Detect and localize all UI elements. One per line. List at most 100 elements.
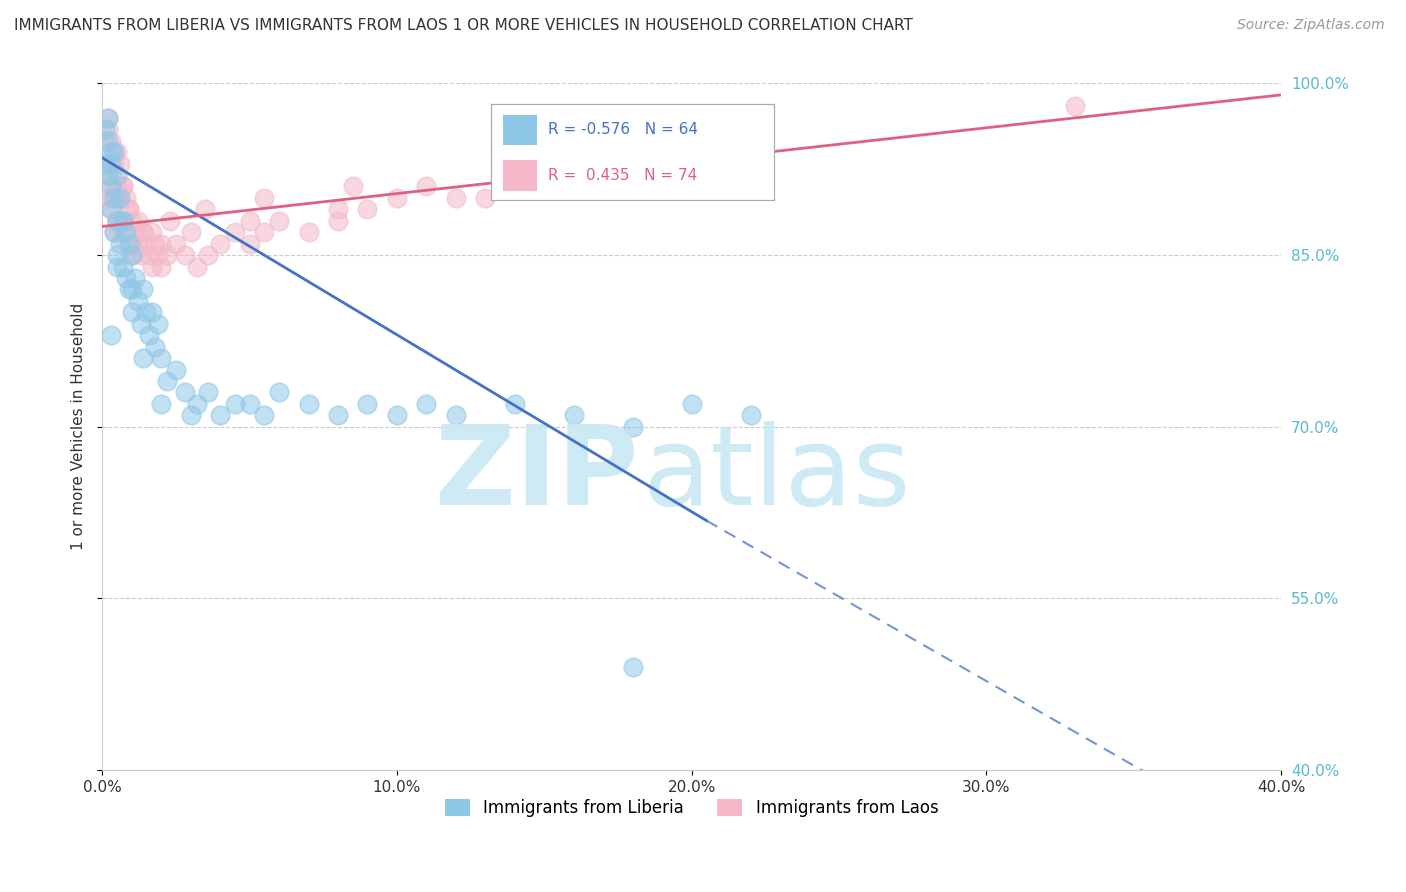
Point (156, 248, 179, 262)
Y-axis label: 1 or more Vehicles in Household: 1 or more Vehicles in Household (72, 303, 86, 550)
Point (138, 328, 160, 343)
Point (124, 225, 146, 239)
Point (165, 362, 187, 376)
Point (100, 145, 122, 160)
Point (132, 225, 155, 239)
Point (356, 202, 378, 217)
Point (108, 191, 131, 205)
Point (97, 111, 120, 125)
Point (385, 409, 408, 423)
Point (103, 145, 125, 160)
Point (114, 191, 136, 205)
Text: ZIP: ZIP (436, 421, 638, 528)
Point (121, 213, 143, 227)
Point (111, 213, 134, 227)
Point (186, 397, 208, 411)
Point (127, 236, 149, 251)
Point (118, 282, 141, 296)
Point (562, 409, 585, 423)
Point (385, 191, 408, 205)
Point (253, 225, 276, 239)
Point (297, 397, 319, 411)
Point (267, 213, 290, 227)
Point (105, 260, 128, 274)
Point (124, 271, 146, 285)
Point (97, 168, 120, 182)
Point (94, 122, 117, 136)
Point (103, 156, 125, 170)
Point (503, 397, 526, 411)
Point (132, 225, 155, 239)
Point (621, 660, 644, 674)
Point (105, 213, 128, 227)
Point (103, 191, 125, 205)
Point (326, 213, 349, 227)
Point (224, 225, 246, 239)
Point (97, 191, 120, 205)
Point (114, 225, 136, 239)
Point (97, 111, 120, 125)
Point (97, 156, 120, 170)
Point (180, 409, 202, 423)
Point (100, 202, 122, 217)
Point (111, 179, 134, 194)
Point (197, 385, 219, 400)
Point (118, 202, 141, 217)
Point (121, 248, 143, 262)
Point (100, 134, 122, 148)
Point (326, 202, 349, 217)
Point (267, 385, 290, 400)
Point (159, 213, 181, 227)
Point (127, 293, 149, 308)
Point (141, 305, 163, 319)
Point (105, 168, 128, 182)
Point (253, 409, 276, 423)
Point (135, 305, 157, 319)
Point (143, 236, 166, 251)
Point (141, 260, 163, 274)
Point (165, 236, 187, 251)
Point (141, 225, 163, 239)
Point (127, 213, 149, 227)
Point (173, 385, 195, 400)
Point (621, 419, 644, 434)
Point (111, 213, 134, 227)
Point (114, 225, 136, 239)
Point (100, 179, 122, 194)
Point (562, 179, 585, 194)
Point (740, 409, 762, 423)
Point (111, 179, 134, 194)
Point (209, 236, 232, 251)
Point (100, 202, 122, 217)
Point (105, 145, 128, 160)
Point (121, 305, 143, 319)
Point (138, 248, 160, 262)
Point (415, 397, 437, 411)
Point (94, 134, 117, 148)
Point (681, 397, 703, 411)
Point (143, 340, 166, 354)
Point (156, 374, 179, 388)
Point (108, 191, 131, 205)
Point (239, 397, 262, 411)
Point (186, 260, 208, 274)
Point (150, 397, 173, 411)
Point (105, 179, 128, 194)
Point (132, 282, 155, 296)
Point (94, 156, 117, 170)
Legend: Immigrants from Liberia, Immigrants from Laos: Immigrants from Liberia, Immigrants from… (439, 792, 945, 823)
Point (148, 248, 170, 262)
Point (100, 168, 122, 182)
Point (239, 213, 262, 227)
Point (148, 317, 170, 331)
Point (105, 213, 128, 227)
Point (100, 156, 122, 170)
Point (444, 191, 467, 205)
Point (135, 236, 157, 251)
Point (209, 409, 232, 423)
Point (94, 168, 117, 182)
Point (97, 134, 120, 148)
Point (129, 248, 152, 262)
Point (97, 122, 120, 136)
Point (118, 236, 141, 251)
